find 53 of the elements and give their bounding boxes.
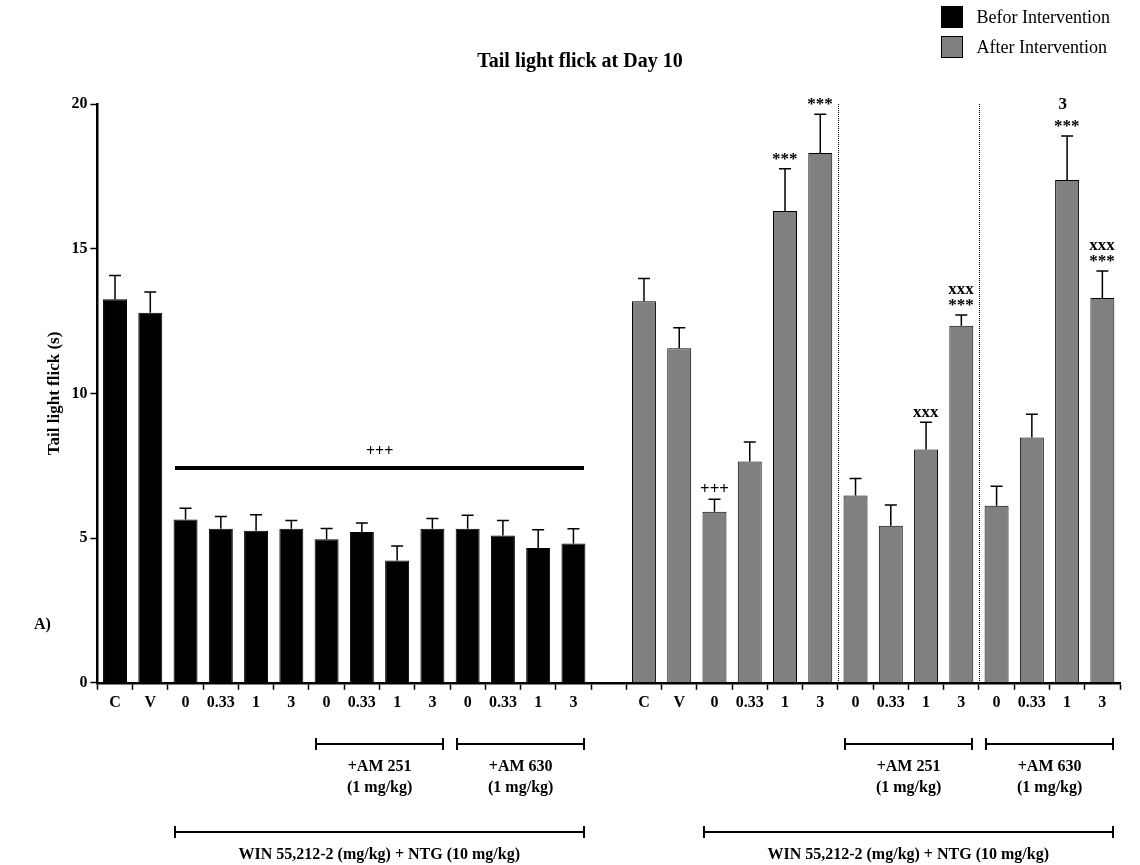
x-tick-label: 3 [428,692,437,710]
x-tick-label: 0 [851,692,860,710]
text: A) [33,613,51,635]
y-tick-label: 20 [71,94,88,112]
chart-title: Tail light flick at Day 10 [477,49,683,73]
text: WIN 55,212-2 (mg/kg) + NTG (10 mg/kg) [767,843,1049,865]
text: +AM 251 (1 mg/kg) [875,755,942,798]
x-tick-label: C [638,692,650,710]
x-tick-label: 0 [322,692,331,710]
text: +AM 630 (1 mg/kg) [488,755,554,798]
x-tick-label: 3 [287,692,296,710]
annotation: *** [1054,116,1080,136]
x-tick-label: 1 [534,692,543,710]
x-tick-label: 3 [816,692,825,710]
y-tick-label: 5 [79,528,88,546]
y-tick-label: 15 [71,238,88,256]
x-tick-label: 1 [1063,692,1072,710]
annotation: xxx [913,402,939,422]
x-tick-label: V [144,692,157,710]
x-tick-label: 0 [181,692,190,710]
x-tick-label: 0 [710,692,719,710]
annotation: *** [807,94,833,114]
annotation: 3 [1058,94,1068,114]
x-tick-label: 0.33 [488,692,517,710]
x-tick-label: 3 [957,692,966,710]
y-tick-label: 10 [71,383,88,401]
text: +AM 630 (1 mg/kg) [1016,755,1083,798]
annotation: xxx *** [1089,234,1115,271]
x-tick-label: 0.33 [735,692,764,710]
x-tick-label: V [673,692,686,710]
x-tick-label: 0.33 [876,692,905,710]
annotation: +++ [699,479,730,499]
text: WIN 55,212-2 (mg/kg) + NTG (10 mg/kg) [238,843,521,865]
legend-label: Befor Intervention [976,6,1110,28]
x-tick-label: 1 [252,692,261,710]
y-axis-title: Tail light flick (s) [43,331,63,456]
y-tick-label: 0 [79,672,88,690]
annotation: +++ [365,441,394,462]
x-tick-label: 3 [1098,692,1107,710]
x-tick-label: 0.33 [1017,692,1046,710]
x-tick-label: 0 [463,692,472,710]
text: +AM 251 (1 mg/kg) [346,755,413,798]
x-tick-label: 3 [569,692,578,710]
x-tick-label: 1 [781,692,790,710]
x-tick-label: 0.33 [347,692,376,710]
annotation: *** [772,148,798,168]
x-tick-label: C [109,692,121,710]
x-tick-label: 1 [922,692,931,710]
legend-label: After Intervention [976,36,1107,58]
x-tick-label: 0.33 [206,692,235,710]
annotation: xxx *** [948,278,974,315]
x-tick-label: 0 [992,692,1001,710]
x-tick-label: 1 [393,692,402,710]
